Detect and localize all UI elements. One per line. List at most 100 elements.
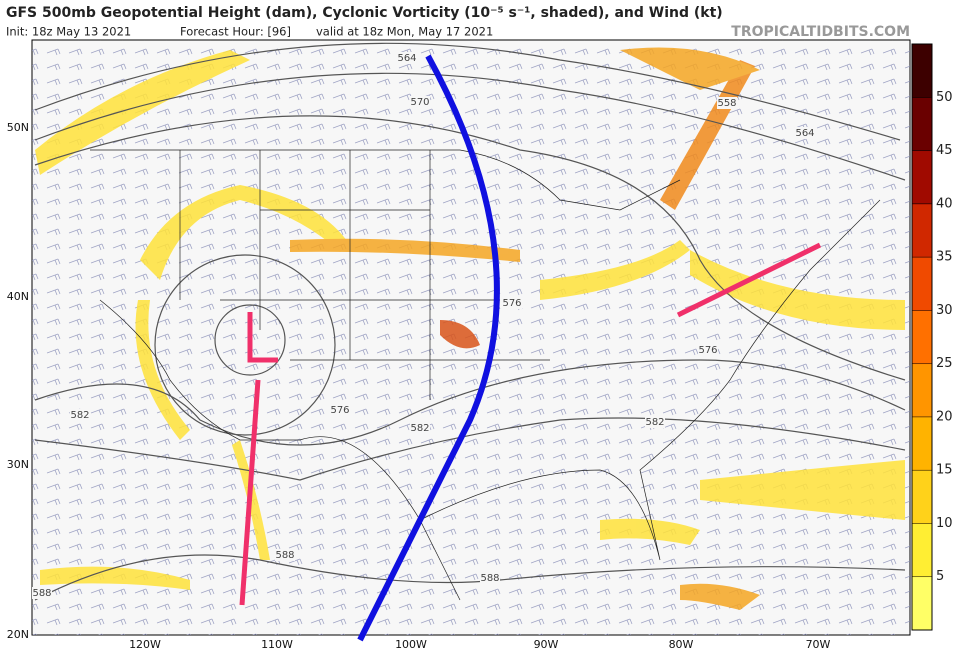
contour-label: 576 (330, 405, 349, 416)
contour-labels: 564 570 558 564 576 576 576 582 582 582 588 588 588 (32, 52, 815, 599)
contour-label: 576 (502, 298, 521, 309)
colorbar-segment (912, 97, 932, 152)
map-area: 564 570 558 564 576 576 576 582 582 582 588 588 588 (31, 39, 911, 642)
contour-label-bg (645, 416, 665, 428)
height-contours-part (214, 304, 286, 376)
trough-line-east (676, 242, 822, 318)
lon-label: 80W (669, 638, 694, 651)
colorbar-frame (911, 43, 933, 631)
vorticity-shading-part (680, 583, 760, 610)
contour-label: 588 (480, 573, 499, 584)
vorticity-shading-part (140, 185, 350, 280)
init-time: Init: 18z May 13 2021 (6, 25, 131, 39)
height-contours (34, 42, 906, 601)
colorbar-segment (912, 523, 932, 578)
lat-label: 50N (7, 121, 29, 134)
colorbar-segment (912, 470, 932, 524)
height-contours-part (34, 42, 901, 141)
trough-axis (357, 54, 500, 642)
lon-label: 120W (129, 638, 161, 651)
colorbar: 5 10 15 20 25 30 35 40 45 50 (911, 43, 953, 631)
colorbar-label: 40 (936, 196, 953, 211)
borders-part (90, 149, 681, 211)
lat-label: 40N (7, 290, 29, 303)
site-name: TROPICALTIDBITS.COM (731, 24, 910, 40)
colorbar-label: 10 (936, 516, 953, 531)
lon-label: 110W (261, 638, 293, 651)
height-contours-part (34, 115, 906, 381)
vorticity-shading-part (440, 320, 480, 349)
height-contours-part (34, 359, 906, 446)
colorbar-label: 30 (936, 303, 953, 318)
colorbar-segment (912, 150, 932, 205)
lon-label: 100W (395, 638, 427, 651)
vorticity-shading-part (40, 566, 190, 590)
lat-label: 30N (7, 458, 29, 471)
lon-labels: 120W 110W 100W 90W 80W 70W (129, 638, 830, 651)
colorbar-segment (912, 576, 932, 631)
contour-label: 588 (32, 588, 51, 599)
colorbar-segment (912, 203, 932, 258)
borders-part (99, 299, 461, 601)
vorticity-shading-part (600, 518, 700, 545)
contour-label: 582 (645, 417, 664, 428)
contour-label-bg (70, 409, 90, 421)
lat-label: 20N (7, 628, 29, 641)
low-symbol (247, 312, 278, 363)
contour-label-bg (502, 297, 522, 309)
height-contours-part (34, 417, 906, 481)
colorbar-segment (912, 416, 932, 471)
height-contours-part (34, 554, 906, 601)
lon-label: 90W (534, 638, 559, 651)
valid-time: valid at 18z Mon, May 17 2021 (316, 25, 493, 39)
colorbar-label: 5 (936, 569, 944, 584)
borders (90, 149, 881, 601)
borders-part (419, 199, 881, 561)
forecast-hour: Forecast Hour: [96] (180, 25, 291, 39)
contour-label-bg (275, 549, 295, 561)
vorticity-shading-part (700, 460, 905, 520)
lon-label: 70W (806, 638, 831, 651)
contour-label-bg (795, 127, 815, 139)
contour-label: 576 (698, 345, 717, 356)
contour-label: 564 (397, 53, 416, 64)
contour-label: 564 (795, 128, 814, 139)
height-contours-part (154, 254, 336, 436)
colorbar-label: 25 (936, 356, 953, 371)
contour-label: 582 (410, 423, 429, 434)
colorbar-segment (912, 257, 932, 311)
vorticity-shading-part (290, 238, 520, 262)
vorticity-shading-part (620, 47, 760, 90)
contour-label-bg (330, 404, 350, 416)
lat-labels: 50N 40N 30N 20N (7, 121, 29, 641)
contour-label: 588 (275, 550, 294, 561)
colorbar-label: 45 (936, 143, 953, 158)
contour-label-bg (397, 52, 417, 64)
contour-label: 558 (717, 98, 736, 109)
contour-label: 582 (70, 410, 89, 421)
colorbar-segment (912, 363, 932, 418)
contour-label: 570 (410, 97, 429, 108)
colorbar-label: 50 (936, 90, 953, 105)
contour-label-bg (410, 96, 430, 108)
vorticity-shading-part (135, 300, 190, 440)
colorbar-label: 35 (936, 250, 953, 265)
vorticity-shading-part (540, 240, 690, 300)
colorbar-label: 15 (936, 463, 953, 478)
vorticity-shading-part (35, 50, 250, 175)
trough-line-west (239, 379, 261, 606)
contour-label-bg (32, 587, 52, 599)
contour-label-bg (480, 572, 500, 584)
height-contours-part (34, 72, 906, 181)
vorticity-shading-part (690, 250, 905, 330)
colorbar-segment (912, 44, 932, 98)
contour-label-bg (698, 344, 718, 356)
title: GFS 500mb Geopotential Height (dam), Cyc… (6, 5, 723, 21)
colorbar-segment (912, 310, 932, 365)
contour-label-bg (410, 422, 430, 434)
borders-part (179, 150, 550, 400)
contour-label-bg (717, 97, 737, 109)
colorbar-label: 20 (936, 409, 953, 424)
